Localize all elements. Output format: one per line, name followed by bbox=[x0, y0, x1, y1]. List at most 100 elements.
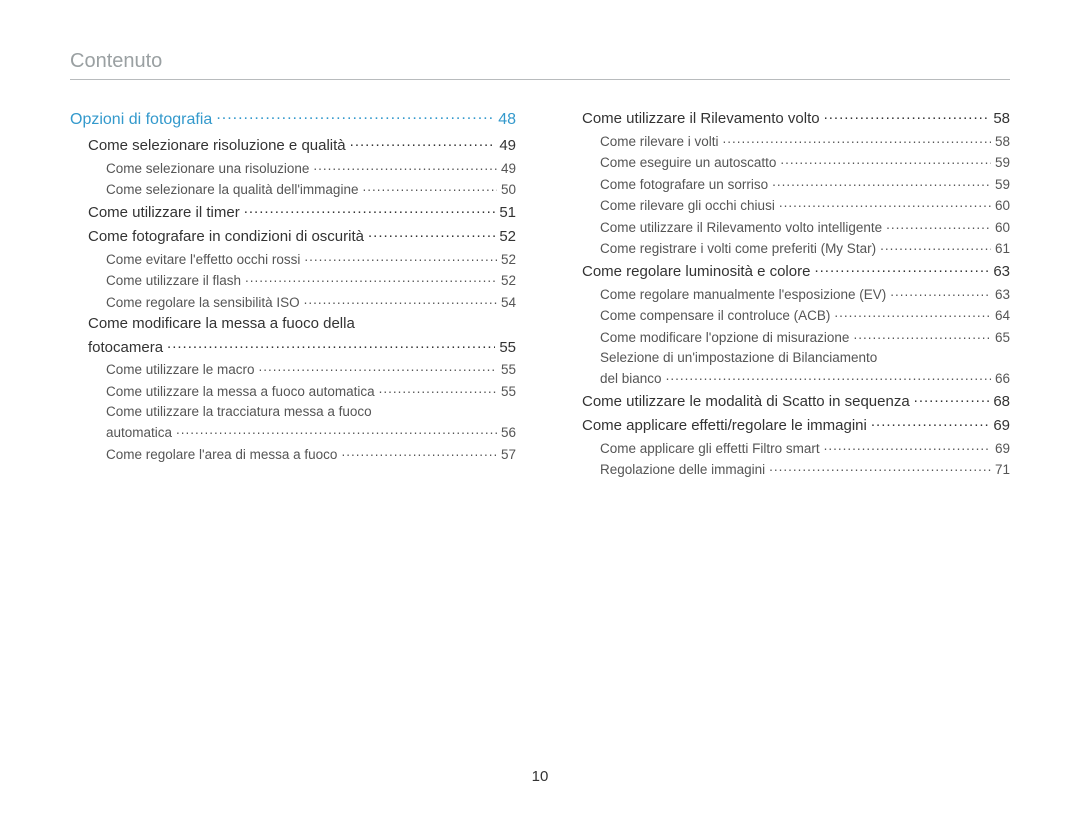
toc-entry: Come utilizzare la messa a fuoco automat… bbox=[70, 382, 516, 399]
toc-entry-text: Come regolare manualmente l'esposizione … bbox=[600, 287, 886, 302]
toc-entry-text: Come evitare l'effetto occhi rossi bbox=[106, 252, 300, 267]
toc-entry: Come applicare effetti/regolare le immag… bbox=[564, 415, 1010, 434]
toc-entry-page: 63 bbox=[995, 287, 1010, 302]
toc-entry-text: Come modificare l'opzione di misurazione bbox=[600, 330, 849, 345]
toc-leader-dots bbox=[245, 272, 497, 286]
toc-entry-text: Come selezionare la qualità dell'immagin… bbox=[106, 182, 358, 197]
toc-entry-page: 52 bbox=[501, 273, 516, 288]
toc-entry-text: Come utilizzare le macro bbox=[106, 362, 255, 377]
toc-entry-page: 66 bbox=[995, 371, 1010, 386]
toc-entry: Come utilizzare il timer 51 bbox=[70, 202, 516, 221]
toc-leader-dots bbox=[350, 135, 496, 150]
toc-entry-text: Come applicare gli effetti Filtro smart bbox=[600, 441, 820, 456]
toc-entry-text: Come utilizzare le modalità di Scatto in… bbox=[582, 393, 910, 410]
toc-leader-dots bbox=[176, 424, 497, 438]
toc-entry-page: 60 bbox=[995, 198, 1010, 213]
toc-entry-text: Regolazione delle immagini bbox=[600, 462, 765, 477]
toc-entry-page: 55 bbox=[501, 362, 516, 377]
toc-entry-page: 59 bbox=[995, 177, 1010, 192]
toc-entry: Come modiﬁcare la messa a fuoco della bbox=[70, 315, 516, 332]
toc-entry-page: 60 bbox=[995, 220, 1010, 235]
toc-entry: Come selezionare una risoluzione 49 bbox=[70, 159, 516, 176]
toc-leader-dots bbox=[769, 461, 991, 475]
toc-entry: Come regolare luminosità e colore 63 bbox=[564, 261, 1010, 280]
toc-entry-text: Come regolare l'area di messa a fuoco bbox=[106, 447, 337, 462]
toc-entry-page: 52 bbox=[499, 228, 516, 245]
toc-leader-dots bbox=[880, 240, 991, 254]
toc-leader-dots bbox=[871, 415, 989, 430]
toc-leader-dots bbox=[814, 261, 989, 276]
toc-entry: Come compensare il controluce (ACB) 64 bbox=[564, 307, 1010, 324]
toc-entry-text: Come selezionare risoluzione e qualità bbox=[88, 137, 346, 154]
toc-entry: Come registrare i volti come preferiti (… bbox=[564, 240, 1010, 257]
toc-entry-text: Come rilevare i volti bbox=[600, 134, 719, 149]
toc-entry: Come regolare la sensibilità ISO 54 bbox=[70, 293, 516, 310]
toc-entry: Come regolare l'area di messa a fuoco 57 bbox=[70, 445, 516, 462]
toc-entry: Come utilizzare il Rilevamento volto int… bbox=[564, 218, 1010, 235]
toc-entry-text: automatica bbox=[106, 425, 172, 440]
toc-entry-text: Come fotografare un sorriso bbox=[600, 177, 768, 192]
toc-entry-text: Come utilizzare la messa a fuoco automat… bbox=[106, 384, 375, 399]
toc-entry: Come eseguire un autoscatto 59 bbox=[564, 154, 1010, 171]
toc-entry: Come rilevare gli occhi chiusi 60 bbox=[564, 197, 1010, 214]
toc-entry-page: 50 bbox=[501, 182, 516, 197]
toc-leader-dots bbox=[216, 108, 494, 124]
toc-leader-dots bbox=[341, 445, 497, 459]
toc-leader-dots bbox=[244, 202, 496, 217]
toc-entry-page: 61 bbox=[995, 241, 1010, 256]
toc-leader-dots bbox=[259, 361, 497, 375]
toc-entry-text: Come regolare la sensibilità ISO bbox=[106, 295, 300, 310]
toc-entry: Come utilizzare le macro 55 bbox=[70, 361, 516, 378]
toc-entry: Come applicare gli effetti Filtro smart … bbox=[564, 439, 1010, 456]
toc-entry-text: Come registrare i volti come preferiti (… bbox=[600, 241, 876, 256]
toc-entry: Come selezionare risoluzione e qualità 4… bbox=[70, 135, 516, 154]
toc-entry-text: Come eseguire un autoscatto bbox=[600, 155, 776, 170]
toc-entry-text: Come applicare effetti/regolare le immag… bbox=[582, 417, 867, 434]
toc-entry-page: 54 bbox=[501, 295, 516, 310]
toc-entry: Come rilevare i volti 58 bbox=[564, 132, 1010, 149]
toc-leader-dots bbox=[167, 337, 495, 352]
toc-entry: Come modificare l'opzione di misurazione… bbox=[564, 328, 1010, 345]
toc-leader-dots bbox=[834, 307, 991, 321]
toc-section-text: Opzioni di fotograﬁa bbox=[70, 111, 212, 129]
toc-entry-page: 56 bbox=[501, 425, 516, 440]
toc-entry-text: Come utilizzare il flash bbox=[106, 273, 241, 288]
toc-leader-dots bbox=[886, 218, 991, 232]
header-rule bbox=[70, 79, 1010, 80]
toc-entry-text: fotocamera bbox=[88, 339, 163, 356]
toc-leader-dots bbox=[853, 328, 991, 342]
toc-entry-page: 64 bbox=[995, 308, 1010, 323]
toc-entry-text: Come modiﬁcare la messa a fuoco della bbox=[88, 315, 355, 332]
toc-entry-text: Come regolare luminosità e colore bbox=[582, 263, 810, 280]
toc-entry-text: Come compensare il controluce (ACB) bbox=[600, 308, 830, 323]
toc-entry-page: 68 bbox=[993, 393, 1010, 410]
toc-entry-text: Come utilizzare il Rilevamento volto int… bbox=[600, 220, 882, 235]
page-container: Contenuto Opzioni di fotograﬁa 48Come se… bbox=[0, 0, 1080, 815]
toc-entry: del bianco 66 bbox=[564, 370, 1010, 387]
toc-entry-text: Come rilevare gli occhi chiusi bbox=[600, 198, 775, 213]
toc-entry-page: 69 bbox=[995, 441, 1010, 456]
toc-entry: Come utilizzare le modalità di Scatto in… bbox=[564, 391, 1010, 410]
toc-entry: Come utilizzare la tracciatura messa a f… bbox=[70, 404, 516, 419]
toc-entry-page: 51 bbox=[499, 204, 516, 221]
toc-entry: automatica 56 bbox=[70, 424, 516, 441]
toc-entry-page: 57 bbox=[501, 447, 516, 462]
toc-entry-page: 49 bbox=[501, 161, 516, 176]
toc-leader-dots bbox=[666, 370, 991, 384]
toc-entry-text: Come selezionare una risoluzione bbox=[106, 161, 309, 176]
toc-entry: Selezione di un'impostazione di Bilancia… bbox=[564, 350, 1010, 365]
toc-entry: Come fotografare un sorriso 59 bbox=[564, 175, 1010, 192]
toc-entry-page: 58 bbox=[993, 110, 1010, 127]
toc-leader-dots bbox=[723, 132, 991, 146]
toc-leader-dots bbox=[779, 197, 991, 211]
toc-leader-dots bbox=[368, 226, 495, 241]
toc-entry-text: Come utilizzare il Rilevamento volto bbox=[582, 110, 820, 127]
toc-section-heading: Opzioni di fotograﬁa 48 bbox=[70, 108, 516, 129]
toc-leader-dots bbox=[824, 439, 991, 453]
toc-leader-dots bbox=[780, 154, 991, 168]
toc-entry: Come evitare l'effetto occhi rossi 52 bbox=[70, 250, 516, 267]
toc-entry-page: 69 bbox=[993, 417, 1010, 434]
toc-entry-text: Come utilizzare il timer bbox=[88, 204, 240, 221]
toc-entry-text: del bianco bbox=[600, 371, 662, 386]
toc-entry-page: 63 bbox=[993, 263, 1010, 280]
